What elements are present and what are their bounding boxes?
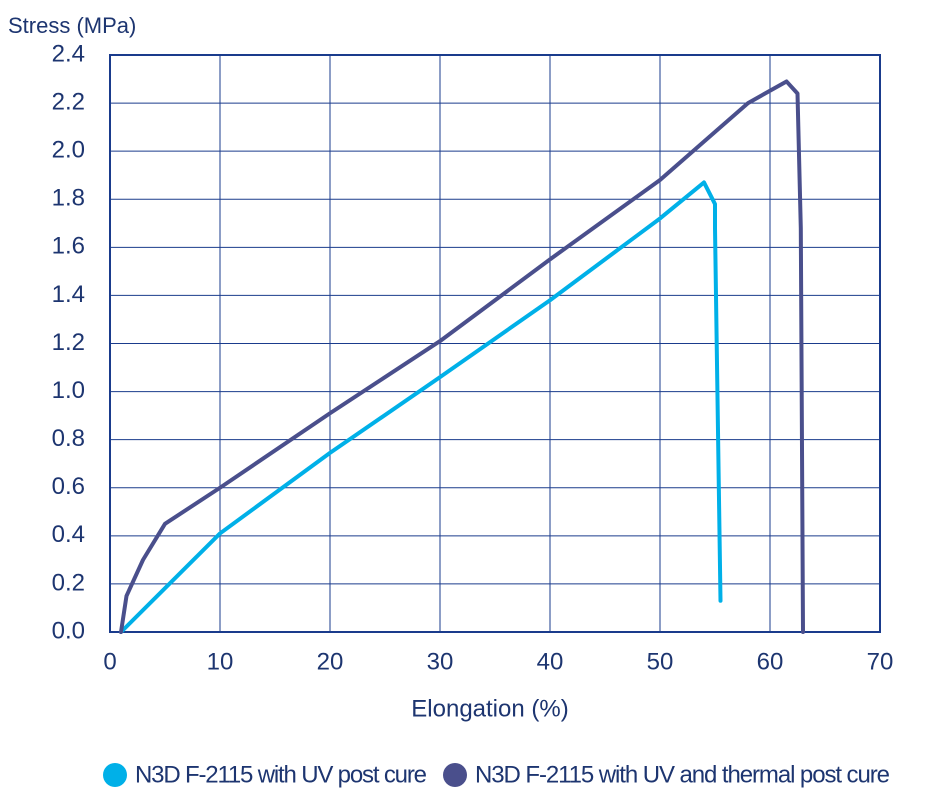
legend-label: N3D F-2115 with UV post cure	[135, 761, 427, 788]
y-tick-label: 0.4	[52, 521, 85, 548]
x-tick-label: 60	[757, 648, 784, 675]
y-tick-label: 2.4	[52, 40, 85, 67]
line	[119, 180, 723, 634]
plot-frame	[109, 54, 881, 633]
x-tick-label: 70	[867, 648, 894, 675]
y-tick-label: 1.4	[52, 281, 85, 308]
legend-label: N3D F-2115 with UV and thermal post cure	[475, 761, 890, 788]
y-tick-label: 1.2	[52, 329, 85, 356]
line	[119, 79, 805, 634]
y-tick-label: 2.0	[52, 137, 85, 164]
x-tick-label: 10	[207, 648, 234, 675]
x-tick-label: 40	[537, 648, 564, 675]
x-tick-label: 30	[427, 648, 454, 675]
y-tick-label: 0.2	[52, 569, 85, 596]
y-tick-label: 1.0	[52, 377, 85, 404]
legend-marker	[443, 763, 467, 787]
y-tick-label: 0.8	[52, 425, 85, 452]
y-axis-title: Stress (MPa)	[8, 13, 136, 38]
x-axis-title: Elongation (%)	[411, 695, 568, 722]
legend-marker	[103, 763, 127, 787]
y-tick-label: 2.2	[52, 88, 85, 115]
y-tick-label: 1.6	[52, 233, 85, 260]
x-tick-label: 50	[647, 648, 674, 675]
y-tick-label: 0.6	[52, 473, 85, 500]
x-tick-label: 20	[317, 648, 344, 675]
y-tick-label: 0.0	[52, 617, 85, 644]
y-tick-label: 1.8	[52, 185, 85, 212]
x-tick-label: 0	[103, 648, 116, 675]
